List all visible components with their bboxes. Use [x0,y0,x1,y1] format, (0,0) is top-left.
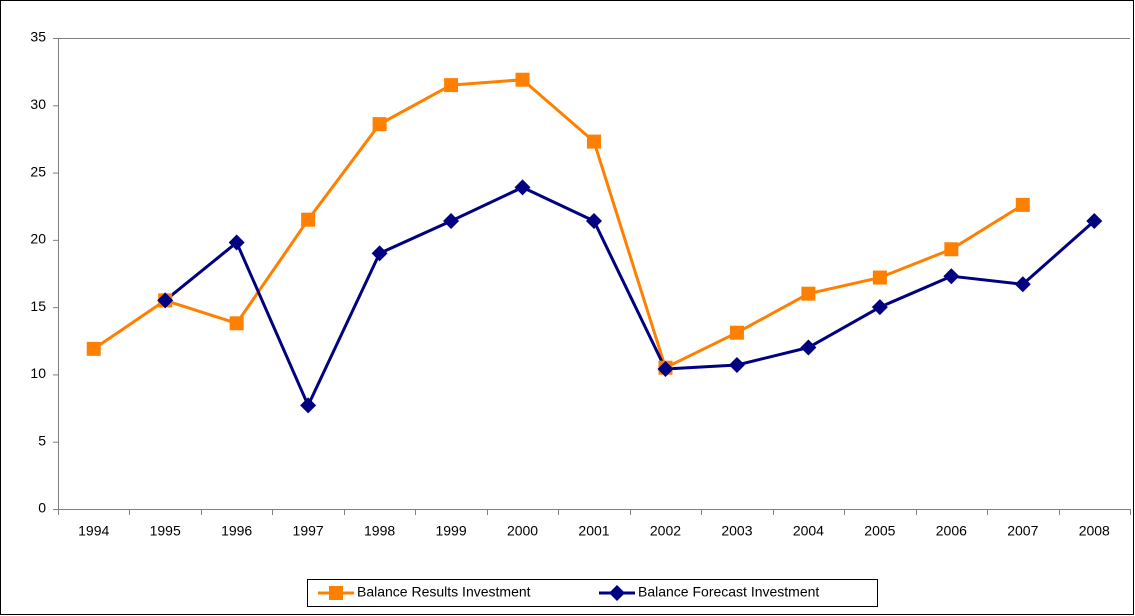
y-tick-label: 5 [38,432,46,448]
x-tick-label: 2006 [936,523,967,539]
x-tick-label: 1997 [293,523,324,539]
point-marker [371,245,388,262]
point-marker [514,179,531,196]
point-marker [728,357,745,374]
x-tick-label: 1998 [364,523,395,539]
point-marker [228,234,245,251]
legend-label: Balance Forecast Investment [638,584,819,600]
point-marker [515,72,530,87]
x-tick-label: 2000 [507,523,538,539]
point-marker [1015,197,1030,212]
x-tick-label: 2005 [864,523,895,539]
point-marker [587,134,601,149]
point-marker [871,299,888,316]
point-marker [372,117,387,132]
point-marker [800,339,817,356]
point-marker [657,361,674,378]
point-marker [86,341,101,356]
x-tick-label: 2003 [721,523,752,539]
y-tick-label: 0 [38,500,46,516]
x-tick-label: 1999 [435,523,466,539]
x-tick-label: 1996 [221,523,252,539]
point-marker [444,78,459,93]
x-tick-label: 1995 [150,523,181,539]
point-marker [301,212,316,227]
point-marker [586,213,602,230]
x-tick-label: 2001 [578,523,609,539]
point-marker [1086,213,1103,230]
x-tick-label: 2008 [1079,523,1110,539]
x-tick-label: 2002 [650,523,681,539]
point-marker [229,316,244,331]
point-marker [157,292,174,309]
point-marker [1014,276,1031,293]
legend-label: Balance Results Investment [357,584,531,600]
y-tick-label: 20 [30,231,46,247]
legend-marker [329,586,343,600]
series-line [92,78,1024,370]
point-marker [300,397,317,414]
point-marker [801,286,816,301]
y-tick-label: 35 [30,29,46,45]
y-tick-label: 25 [30,163,46,179]
legend-box [307,579,878,607]
point-marker [729,325,744,340]
y-tick-label: 15 [30,298,46,314]
point-marker [443,213,460,230]
point-marker [872,270,887,285]
series-line [164,185,1096,407]
y-tick-label: 30 [30,96,46,112]
point-marker [944,242,959,257]
x-tick-label: 1994 [78,523,109,539]
point-marker [943,268,960,285]
y-tick-label: 10 [30,365,46,381]
x-tick-label: 2004 [793,523,824,539]
legend-marker [609,585,625,601]
x-tick-label: 2007 [1007,523,1038,539]
